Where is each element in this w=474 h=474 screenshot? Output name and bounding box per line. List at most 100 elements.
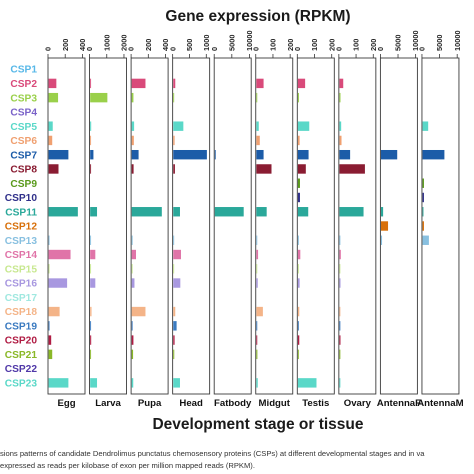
bar-larva-csp3 <box>90 92 108 103</box>
category-label-csp9: CSP9 <box>10 179 37 190</box>
panel-frame-antennam <box>421 57 460 395</box>
tick-label-egg-2: 400 <box>78 39 87 51</box>
bar-larva-csp16 <box>90 278 96 288</box>
tick-label-testis-1: 100 <box>310 39 319 51</box>
panel-name-testis: Testis <box>302 398 329 409</box>
bar-antennam-csp7 <box>422 149 445 160</box>
bar-egg-csp23 <box>48 378 69 388</box>
category-label-csp17: CSP17 <box>5 293 38 304</box>
bar-midgut-csp18 <box>256 306 263 317</box>
bar-head-csp14 <box>173 249 181 260</box>
bar-pupa-csp5 <box>131 121 135 131</box>
bar-head-csp19 <box>173 321 177 331</box>
panel-fatbody: 0 5000 10000 Fatbody <box>210 30 254 409</box>
bar-egg-csp6 <box>48 135 53 146</box>
bar-midgut-csp7 <box>256 149 264 160</box>
bar-ovary-csp3 <box>339 92 341 103</box>
panel-name-antennam: AntennaM <box>417 398 463 409</box>
bar-antennam-csp12 <box>422 221 424 231</box>
bar-midgut-csp11 <box>256 207 267 217</box>
bar-testis-csp20 <box>297 335 300 345</box>
x-axis-label: Development stage or tissue <box>152 416 363 433</box>
bar-pupa-csp6 <box>131 135 134 146</box>
bar-egg-csp14 <box>48 249 71 260</box>
bar-pupa-csp3 <box>131 92 134 103</box>
bar-pupa-csp8 <box>131 164 134 174</box>
bar-testis-csp23 <box>297 378 317 388</box>
bar-testis-csp7 <box>297 149 309 160</box>
tick-label-fatbody-0: 0 <box>210 47 219 51</box>
tick-label-larva-0: 0 <box>85 47 94 51</box>
tick-label-egg-1: 200 <box>61 39 70 51</box>
panel-larva: 0 1000 2000 Larva <box>85 35 128 409</box>
bar-antennaf-csp11 <box>381 207 384 217</box>
panel-frame-larva <box>89 57 128 395</box>
bar-head-csp8 <box>173 164 175 174</box>
tick-label-midgut-2: 200 <box>286 39 295 51</box>
bar-ovary-csp5 <box>339 121 342 131</box>
bar-head-csp7 <box>173 149 207 160</box>
tick-label-antennam-2: 10000 <box>453 30 462 51</box>
bar-midgut-csp21 <box>256 349 258 360</box>
category-label-csp23: CSP23 <box>5 378 38 389</box>
bar-pupa-csp19 <box>131 321 133 331</box>
bar-larva-csp15 <box>90 264 92 274</box>
bar-ovary-csp19 <box>339 321 341 331</box>
bar-testis-csp5 <box>297 121 310 131</box>
tick-label-antennam-0: 0 <box>418 47 427 51</box>
tick-label-midgut-0: 0 <box>251 47 260 51</box>
category-label-csp21: CSP21 <box>5 350 38 361</box>
tick-label-larva-2: 2000 <box>120 35 129 51</box>
category-label-csp1: CSP1 <box>10 65 37 76</box>
category-label-csp18: CSP18 <box>5 307 38 318</box>
bar-ovary-csp2 <box>339 78 344 89</box>
bar-ovary-csp13 <box>339 235 341 245</box>
panel-name-fatbody: Fatbody <box>214 398 252 409</box>
bar-egg-csp20 <box>48 335 52 345</box>
tick-label-fatbody-1: 5000 <box>227 35 236 51</box>
tick-label-head-1: 500 <box>185 39 194 51</box>
panel-frame-testis <box>296 57 335 395</box>
category-label-csp3: CSP3 <box>10 93 37 104</box>
bar-midgut-csp14 <box>256 249 259 260</box>
category-label-csp6: CSP6 <box>10 136 37 147</box>
bar-ovary-csp15 <box>339 264 341 274</box>
bar-ovary-csp14 <box>339 249 341 260</box>
bar-larva-csp21 <box>90 349 92 360</box>
tick-label-antennaf-0: 0 <box>376 47 385 51</box>
bar-egg-csp21 <box>48 349 53 360</box>
bar-head-csp15 <box>173 264 175 274</box>
category-label-csp15: CSP15 <box>5 264 38 275</box>
panel-frame-pupa <box>130 57 169 395</box>
bar-midgut-csp23 <box>256 378 258 388</box>
bar-testis-csp3 <box>297 92 299 103</box>
chart-title: Gene expression (RPKM) <box>165 8 350 25</box>
bar-antennam-csp11 <box>422 207 424 217</box>
bar-egg-csp15 <box>48 264 50 274</box>
bar-pupa-csp13 <box>131 235 133 245</box>
caption-line-1: sions patterns of candidate Dendrolimus … <box>0 449 425 458</box>
tick-label-head-2: 1000 <box>202 35 211 51</box>
category-label-csp10: CSP10 <box>5 193 38 204</box>
panel-name-egg: Egg <box>57 398 75 409</box>
bar-pupa-csp2 <box>131 78 146 89</box>
bar-antennam-csp13 <box>422 235 429 245</box>
bar-egg-csp7 <box>48 149 69 160</box>
tick-label-fatbody-2: 10000 <box>245 30 254 51</box>
bar-testis-csp9 <box>297 178 300 188</box>
tick-label-midgut-1: 100 <box>269 39 278 51</box>
panel-egg: 0 200 400 Egg <box>44 39 87 409</box>
bar-egg-csp19 <box>48 321 50 331</box>
tick-label-larva-1: 1000 <box>102 35 111 51</box>
panel-name-ovary: Ovary <box>344 398 372 409</box>
bar-testis-csp14 <box>297 249 301 260</box>
bar-ovary-csp16 <box>339 278 341 288</box>
bar-pupa-csp23 <box>131 378 134 388</box>
bar-ovary-csp7 <box>339 149 351 160</box>
bar-larva-csp20 <box>90 335 92 345</box>
bar-head-csp2 <box>173 78 176 89</box>
tick-label-pupa-2: 400 <box>161 39 170 51</box>
tick-label-testis-0: 0 <box>293 47 302 51</box>
bar-testis-csp11 <box>297 207 309 217</box>
category-label-csp5: CSP5 <box>10 122 37 133</box>
